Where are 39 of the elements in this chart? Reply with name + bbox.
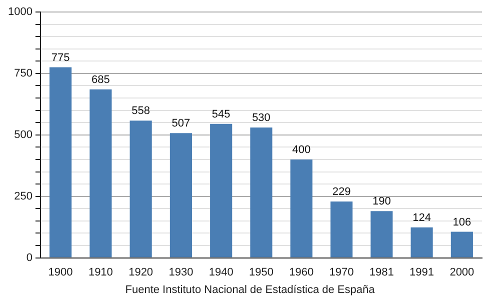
x-tick-label: 1950 [248, 266, 274, 278]
x-tick-label: 1981 [369, 266, 394, 278]
data-label: 106 [452, 216, 472, 228]
bar [290, 159, 312, 258]
data-label: 775 [51, 52, 70, 64]
data-label: 124 [412, 212, 431, 224]
bar [170, 133, 192, 258]
y-tick-label: 750 [14, 67, 32, 80]
x-tick-label: 1930 [168, 266, 194, 278]
data-label: 558 [132, 105, 150, 118]
source-note: Fuente Instituto Nacional de Estadística de España [124, 283, 376, 297]
x-tick-label: 1960 [289, 266, 314, 278]
x-tick-label: 1940 [208, 266, 234, 278]
bar [50, 67, 72, 258]
bar [90, 89, 112, 258]
x-tick-label: 1910 [88, 266, 113, 278]
bar [410, 227, 433, 258]
data-label: 229 [332, 186, 351, 198]
data-label: 400 [292, 144, 311, 156]
x-tick-label: 2000 [450, 266, 474, 278]
bar [130, 120, 152, 258]
bar [210, 124, 232, 258]
bar [250, 128, 272, 258]
bar [370, 211, 393, 258]
data-label: 545 [212, 108, 230, 120]
bar [330, 202, 353, 258]
bar [450, 232, 473, 258]
data-label: 507 [172, 118, 190, 130]
data-label: 685 [92, 74, 110, 86]
data-label: 530 [252, 112, 270, 124]
x-tick-label: 1970 [329, 266, 354, 278]
y-tick-label: 0 [26, 252, 32, 264]
y-tick-label: 1000 [8, 6, 32, 18]
x-tick-label: 1900 [48, 266, 73, 278]
x-tick-label: 1920 [128, 266, 154, 278]
y-tick-label: 250 [14, 190, 32, 202]
y-tick-label: 500 [14, 128, 32, 141]
data-label: 190 [372, 196, 391, 208]
x-tick-label: 1991 [410, 266, 434, 278]
